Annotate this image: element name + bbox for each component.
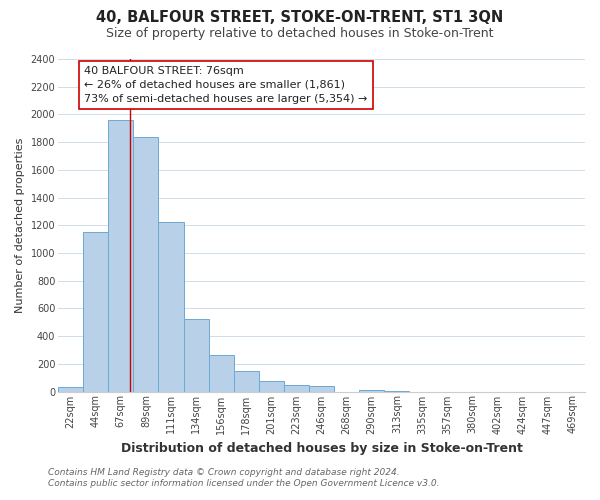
Y-axis label: Number of detached properties: Number of detached properties bbox=[15, 138, 25, 313]
Bar bbox=[58, 388, 83, 392]
Text: 40 BALFOUR STREET: 76sqm
← 26% of detached houses are smaller (1,861)
73% of sem: 40 BALFOUR STREET: 76sqm ← 26% of detach… bbox=[85, 66, 368, 104]
Bar bbox=[158, 222, 184, 392]
Bar bbox=[108, 120, 133, 392]
Bar bbox=[284, 384, 309, 392]
Bar bbox=[234, 372, 259, 392]
Bar bbox=[359, 390, 384, 392]
Bar bbox=[309, 386, 334, 392]
Text: 40, BALFOUR STREET, STOKE-ON-TRENT, ST1 3QN: 40, BALFOUR STREET, STOKE-ON-TRENT, ST1 … bbox=[97, 10, 503, 25]
X-axis label: Distribution of detached houses by size in Stoke-on-Trent: Distribution of detached houses by size … bbox=[121, 442, 523, 455]
Bar bbox=[184, 320, 209, 392]
Text: Contains HM Land Registry data © Crown copyright and database right 2024.
Contai: Contains HM Land Registry data © Crown c… bbox=[48, 468, 439, 487]
Text: Size of property relative to detached houses in Stoke-on-Trent: Size of property relative to detached ho… bbox=[106, 28, 494, 40]
Bar bbox=[133, 136, 158, 392]
Bar bbox=[209, 355, 234, 392]
Bar bbox=[83, 232, 108, 392]
Bar bbox=[384, 391, 409, 392]
Bar bbox=[259, 381, 284, 392]
